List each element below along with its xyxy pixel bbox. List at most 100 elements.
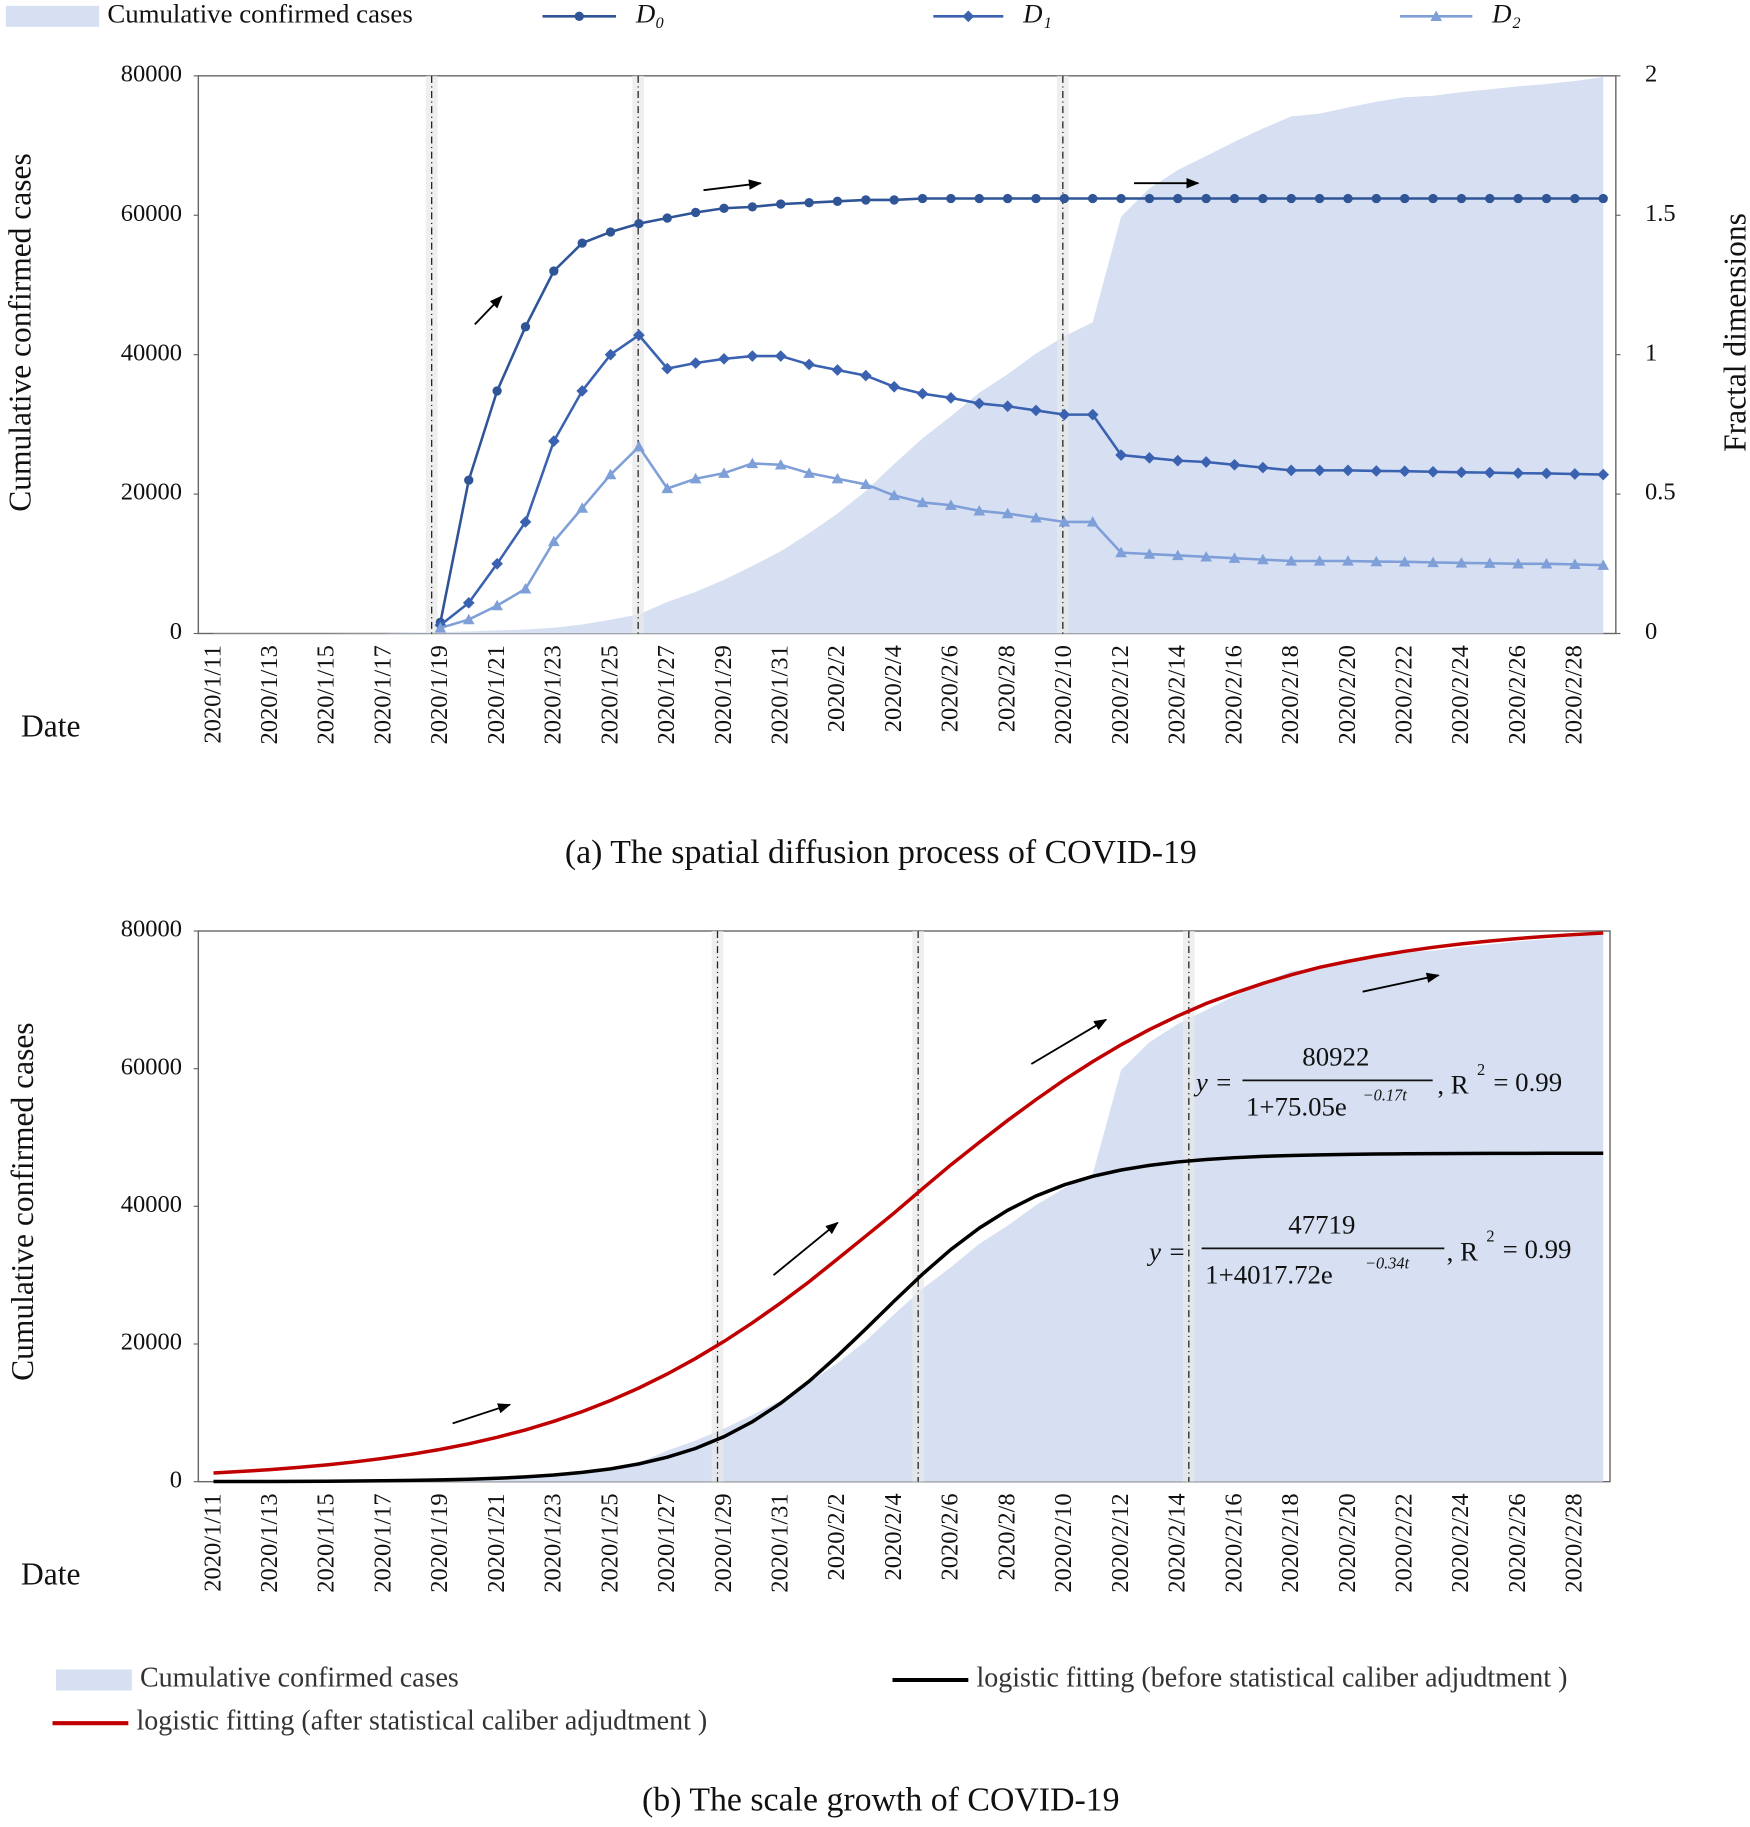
x-tick-label: 2020/2/22 — [1390, 1493, 1417, 1592]
marker — [1370, 465, 1383, 477]
x-tick-label: 2020/2/14 — [1164, 1493, 1191, 1592]
marker — [1030, 511, 1042, 523]
marker — [1597, 468, 1610, 481]
marker — [917, 193, 928, 204]
marker — [549, 266, 559, 276]
marker — [916, 387, 929, 400]
legend-label: D₀ — [635, 0, 665, 28]
marker — [1144, 193, 1155, 204]
formula-numerator: 80922 — [1302, 1041, 1369, 1071]
x-tick-label: 2020/1/15 — [313, 1493, 340, 1592]
marker — [1512, 467, 1524, 480]
x-tick-label: 2020/1/31 — [767, 1493, 794, 1592]
marker — [1428, 193, 1438, 204]
x-tick-label: 2020/2/10 — [1050, 1493, 1077, 1592]
line — [439, 197, 1604, 623]
x-tick-label: 2020/1/25 — [596, 645, 623, 744]
x-tick-label: 2020/2/2 — [823, 645, 850, 732]
x-tick-label: 2020/2/26 — [1504, 645, 1531, 744]
marker — [661, 362, 674, 375]
formula-r: , R — [1437, 1069, 1468, 1099]
arrows — [452, 177, 1440, 1425]
marker — [633, 440, 645, 452]
marker — [1513, 193, 1523, 204]
line — [213, 1151, 1604, 1484]
marker — [519, 516, 532, 528]
marker — [1086, 516, 1099, 527]
marker — [945, 392, 957, 404]
marker — [1031, 193, 1041, 204]
marker — [747, 202, 758, 212]
marker — [1342, 464, 1354, 477]
marker — [719, 203, 729, 213]
y-tick-label: 0 — [170, 618, 182, 645]
x-tick-label: 2020/2/4 — [880, 1493, 907, 1580]
x-tick-label: 2020/2/22 — [1390, 645, 1417, 744]
marker — [1398, 465, 1411, 478]
marker — [945, 499, 957, 510]
y-tick-label: 0 — [170, 1466, 182, 1493]
marker — [462, 613, 475, 625]
legend-swatch — [5, 5, 100, 27]
marker — [774, 350, 787, 362]
x-tick-label: 2020/2/6 — [937, 1493, 964, 1580]
formula: y = 80922 1+75.05e −0.17t , R 2 = 0.99 y… — [1146, 1041, 1571, 1289]
x-tick-label: 2020/1/23 — [540, 1493, 567, 1592]
marker — [491, 557, 503, 570]
marker — [1115, 449, 1127, 461]
x-axis-title: Date — [21, 708, 80, 743]
marker — [661, 482, 674, 494]
marker — [859, 478, 872, 489]
marker — [1342, 555, 1354, 566]
x-tick-label: 2020/1/19 — [426, 645, 453, 744]
x-tick-label: 2020/1/27 — [653, 645, 680, 744]
x-tick-label: 2020/2/28 — [1561, 1493, 1588, 1592]
marker — [576, 502, 589, 513]
y-axis-title: Cumulative confirmed cases — [5, 1022, 40, 1380]
marker — [718, 353, 730, 365]
marker — [916, 496, 929, 508]
y-tick-label: 80000 — [121, 60, 182, 87]
marker — [1229, 193, 1240, 204]
marker — [662, 213, 672, 223]
marker — [604, 348, 617, 361]
marker — [491, 599, 503, 611]
marker — [1570, 193, 1580, 204]
marker — [633, 329, 645, 341]
formula-exponent: −0.34t — [1365, 1253, 1410, 1272]
marker — [1002, 193, 1013, 204]
marker — [548, 535, 560, 547]
marker — [548, 435, 560, 447]
caption: (a) The spatial diffusion process of COV… — [565, 834, 1197, 871]
legend-label: D₂ — [1491, 0, 1521, 28]
marker — [973, 397, 986, 410]
marker — [746, 457, 759, 469]
x-tick-label: 2020/1/13 — [256, 645, 283, 744]
marker — [690, 207, 701, 218]
formula-exponent: −0.17t — [1363, 1085, 1408, 1104]
marker — [1313, 555, 1326, 566]
marker — [1314, 193, 1325, 204]
x-tick-label: 2020/2/20 — [1334, 1493, 1361, 1592]
marker — [1257, 461, 1269, 474]
area — [213, 932, 1604, 1482]
marker — [1001, 507, 1014, 519]
marker — [1370, 555, 1383, 567]
marker — [1285, 464, 1298, 477]
legend-label: D₁ — [1022, 0, 1052, 28]
marker — [1598, 193, 1608, 204]
marker — [1313, 464, 1326, 477]
legend-label: logistic fitting (after statistical cali… — [137, 1706, 708, 1737]
formula-r-value: = 0.99 — [1503, 1234, 1572, 1264]
marker — [889, 195, 899, 205]
x-tick-label: 2020/1/23 — [540, 645, 567, 744]
legend-label: logistic fitting (before statistical cal… — [976, 1662, 1567, 1693]
formula-r-exp: 2 — [1477, 1060, 1485, 1079]
marker — [1201, 193, 1211, 204]
x-tick-label: 2020/1/27 — [653, 1493, 680, 1592]
x-tick-label: 2020/2/28 — [1561, 645, 1588, 744]
formula-denominator: 1+75.05e — [1246, 1092, 1347, 1122]
marker — [1116, 193, 1126, 204]
y-tick-label: 40000 — [121, 1191, 182, 1218]
x-tick-label: 2020/1/21 — [483, 1493, 510, 1592]
